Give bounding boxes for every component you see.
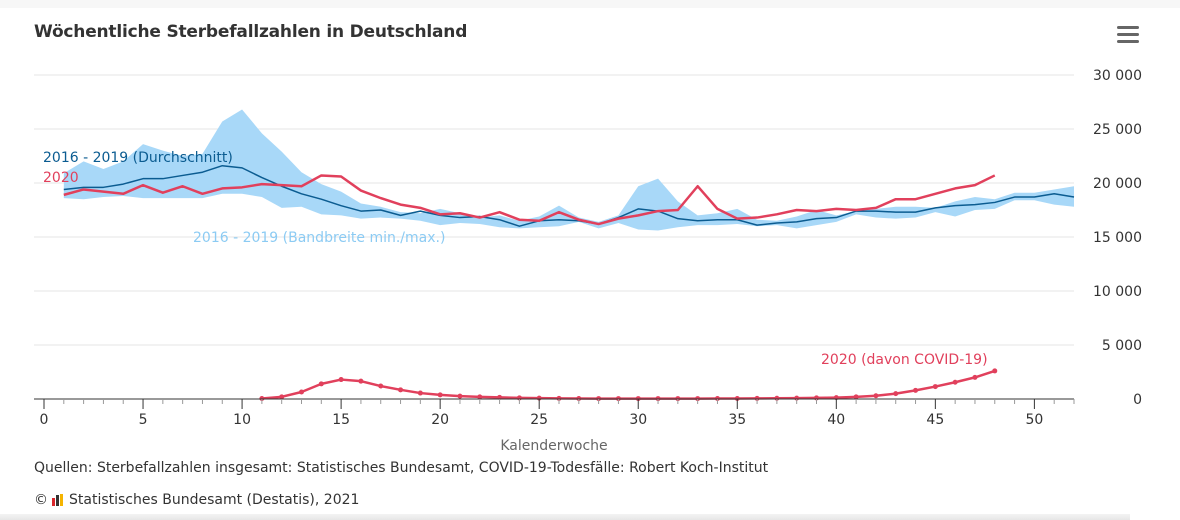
credit-text: Statistisches Bundesamt (Destatis), 2021 <box>69 492 360 508</box>
band-area <box>63 109 1075 231</box>
covid-point <box>259 395 265 401</box>
covid-point <box>952 379 958 385</box>
covid-point <box>893 391 899 397</box>
covid-point <box>437 392 443 398</box>
x-tick-label: 40 <box>827 412 845 428</box>
destatis-logo-icon <box>52 494 63 506</box>
covid-point <box>299 389 304 395</box>
covid-point <box>279 394 285 400</box>
covid-point <box>318 381 324 387</box>
x-axis-title: Kalenderwoche <box>500 438 607 454</box>
covid-markers <box>259 368 998 402</box>
x-tick-label: 0 <box>40 412 49 428</box>
copyright-symbol: © <box>34 492 48 508</box>
covid-point <box>873 393 879 399</box>
label-average: 2016 - 2019 (Durchschnitt) <box>43 150 233 166</box>
menu-line <box>1117 40 1139 43</box>
covid-point <box>417 390 423 396</box>
x-tick-label: 50 <box>1025 412 1043 428</box>
menu-line <box>1117 33 1139 36</box>
x-tick-label: 30 <box>629 412 647 428</box>
x-tick-label: 15 <box>332 412 350 428</box>
chart-title: Wöchentliche Sterbefallzahlen in Deutsch… <box>34 22 468 42</box>
covid-point <box>754 395 760 401</box>
menu-line <box>1117 26 1139 29</box>
y-tick-label: 15 000 <box>1093 230 1142 246</box>
covid-point <box>853 394 859 400</box>
series-labels: 2016 - 2019 (Durchschnitt) 2020 2016 - 2… <box>43 150 988 368</box>
covid-point <box>932 384 938 390</box>
x-tick-label: 45 <box>926 412 944 428</box>
label-covid: 2020 (davon COVID-19) <box>821 352 988 368</box>
bottom-shadow <box>0 514 1130 520</box>
band-series <box>63 109 1075 231</box>
covid-point <box>457 393 463 399</box>
covid-point <box>576 395 582 401</box>
average-line <box>63 164 1075 227</box>
y-tick-label: 25 000 <box>1093 122 1142 138</box>
covid-point <box>913 387 919 393</box>
line-2020 <box>63 174 996 226</box>
credit-line: © Statistisches Bundesamt (Destatis), 20… <box>34 492 359 508</box>
y-tick-label: 30 000 <box>1093 68 1142 84</box>
chart-area: 0 5 000 10 000 15 000 20 000 25 000 30 000 0 5 1… <box>34 68 1142 454</box>
covid-point <box>734 395 740 401</box>
covid-point <box>378 383 384 389</box>
x-tick-label: 5 <box>139 412 148 428</box>
covid-point <box>477 394 483 400</box>
covid-point <box>972 374 978 380</box>
x-tick-label: 35 <box>728 412 746 428</box>
y-tick-label: 10 000 <box>1093 284 1142 300</box>
covid-point <box>338 377 344 383</box>
top-bar <box>0 0 1180 8</box>
covid-point <box>714 395 720 401</box>
label-band: 2016 - 2019 (Bandbreite min./max.) <box>193 230 445 246</box>
hamburger-menu-icon[interactable] <box>1116 26 1140 46</box>
covid-line <box>261 369 996 400</box>
covid-point <box>398 387 404 393</box>
covid-point <box>992 368 998 374</box>
y-axis-labels: 0 5 000 10 000 15 000 20 000 25 000 30 000 <box>1093 68 1142 408</box>
x-tick-label: 20 <box>431 412 449 428</box>
x-tick-label: 25 <box>530 412 548 428</box>
label-2020: 2020 <box>43 170 79 186</box>
y-tick-label: 20 000 <box>1093 176 1142 192</box>
y-tick-label: 5 000 <box>1102 338 1142 354</box>
x-axis: 0 5 10 15 20 25 30 35 40 45 50 <box>34 398 1075 428</box>
x-tick-label: 10 <box>233 412 251 428</box>
source-note: Quellen: Sterbefallzahlen insgesamt: Sta… <box>34 460 769 476</box>
covid-point <box>556 395 562 401</box>
covid-point <box>358 378 364 384</box>
y-tick-label: 0 <box>1133 392 1142 408</box>
